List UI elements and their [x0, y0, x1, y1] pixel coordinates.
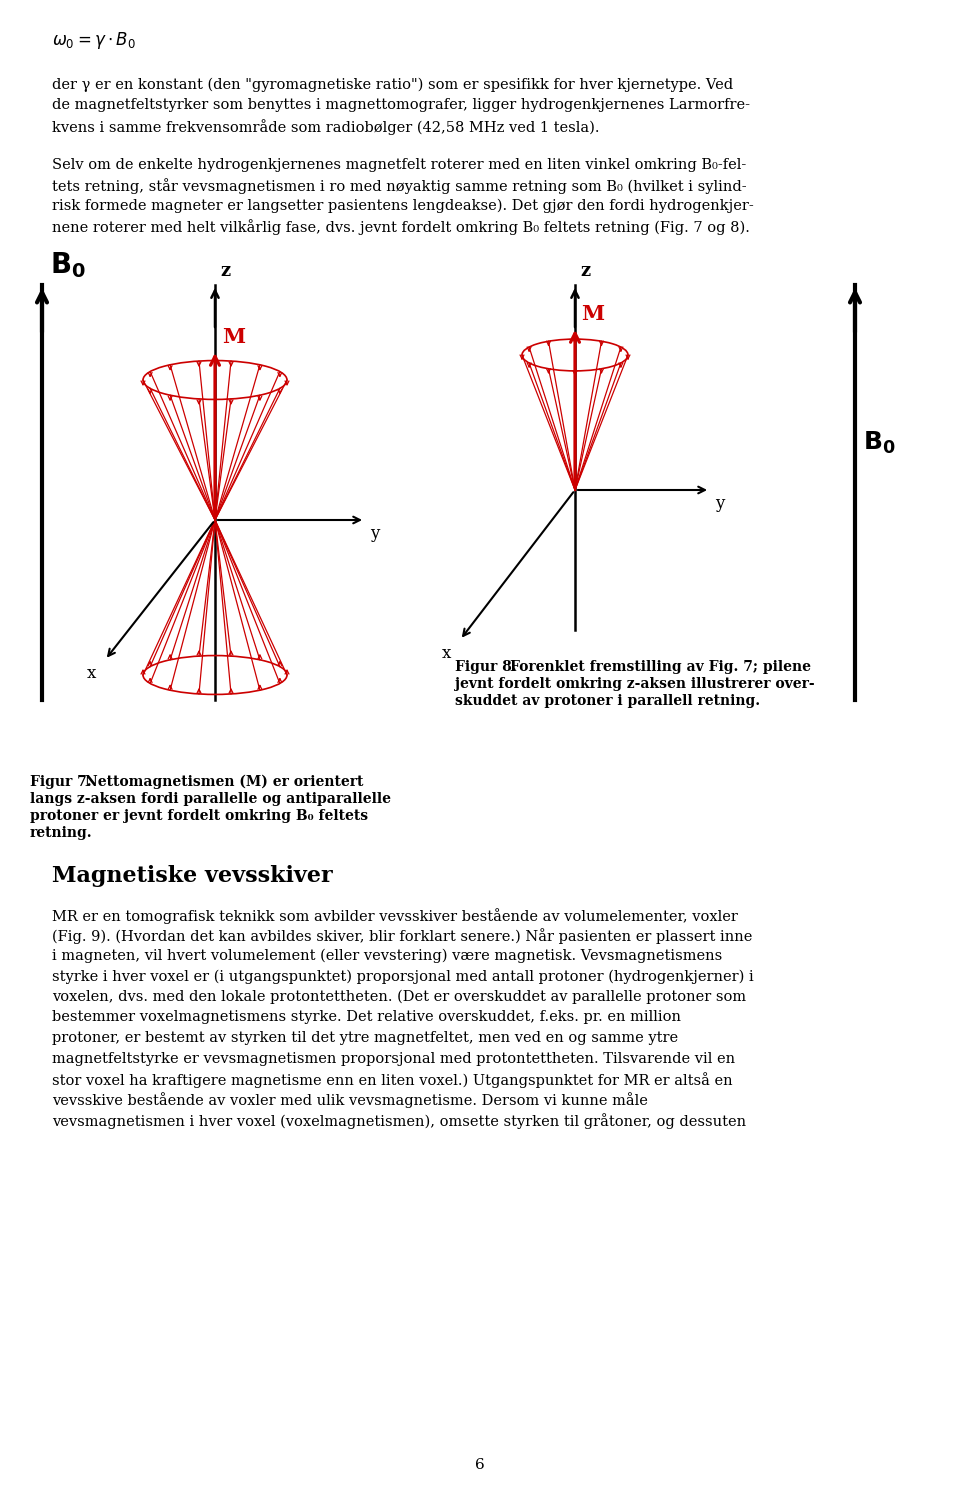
Text: i magneten, vil hvert volumelement (eller vevstering) være magnetisk. Vevsmagnet: i magneten, vil hvert volumelement (elle… — [52, 950, 722, 963]
Text: x: x — [87, 666, 96, 682]
Text: $\omega_0 = \gamma \cdot B_0$: $\omega_0 = \gamma \cdot B_0$ — [52, 30, 136, 51]
Text: kvens i samme frekvensområde som radiobølger (42,58 MHz ved 1 tesla).: kvens i samme frekvensområde som radiobø… — [52, 119, 599, 135]
Text: nene roterer med helt vilkårlig fase, dvs. jevnt fordelt omkring B₀ feltets retn: nene roterer med helt vilkårlig fase, dv… — [52, 220, 750, 235]
Text: z: z — [580, 262, 590, 279]
Text: MR er en tomografisk teknikk som avbilder vevsskiver bestående av volumelementer: MR er en tomografisk teknikk som avbilde… — [52, 908, 738, 924]
Text: der γ er en konstant (den "gyromagnetiske ratio") som er spesifikk for hver kjer: der γ er en konstant (den "gyromagnetisk… — [52, 77, 733, 92]
Text: Figur 8.: Figur 8. — [455, 660, 516, 675]
Text: styrke i hver voxel er (i utgangspunktet) proporsjonal med antall protoner (hydr: styrke i hver voxel er (i utgangspunktet… — [52, 969, 754, 984]
Text: magnetfeltstyrke er vevsmagnetismen proporsjonal med protontettheten. Tilsvarend: magnetfeltstyrke er vevsmagnetismen prop… — [52, 1052, 735, 1065]
Text: retning.: retning. — [30, 826, 92, 840]
Text: protoner, er bestemt av styrken til det ytre magnetfeltet, men ved en og samme y: protoner, er bestemt av styrken til det … — [52, 1031, 678, 1045]
Text: M: M — [581, 305, 604, 324]
Text: skuddet av protoner i parallell retning.: skuddet av protoner i parallell retning. — [455, 694, 760, 707]
Text: M: M — [222, 327, 245, 348]
Text: Magnetiske vevsskiver: Magnetiske vevsskiver — [52, 865, 332, 887]
Text: x: x — [442, 645, 451, 661]
Text: voxelen, dvs. med den lokale protontettheten. (Det er overskuddet av parallelle : voxelen, dvs. med den lokale protontetth… — [52, 990, 746, 1005]
Text: stor voxel ha kraftigere magnetisme enn en liten voxel.) Utgangspunktet for MR e: stor voxel ha kraftigere magnetisme enn … — [52, 1071, 732, 1088]
Text: Nettomagnetismen (M) er orientert: Nettomagnetismen (M) er orientert — [85, 776, 364, 789]
Text: y: y — [715, 495, 725, 513]
Text: bestemmer voxelmagnetismens styrke. Det relative overskuddet, f.eks. pr. en mill: bestemmer voxelmagnetismens styrke. Det … — [52, 1010, 681, 1024]
Text: tets retning, står vevsmagnetismen i ro med nøyaktig samme retning som B₀ (hvilk: tets retning, står vevsmagnetismen i ro … — [52, 178, 747, 195]
Text: Forenklet fremstilling av Fig. 7; pilene: Forenklet fremstilling av Fig. 7; pilene — [510, 660, 811, 675]
Text: 6: 6 — [475, 1458, 485, 1473]
Text: vevsmagnetismen i hver voxel (voxelmagnetismen), omsette styrken til gråtoner, o: vevsmagnetismen i hver voxel (voxelmagne… — [52, 1113, 746, 1129]
Text: Figur 7.: Figur 7. — [30, 776, 91, 789]
Text: $\mathbf{B_0}$: $\mathbf{B_0}$ — [863, 429, 896, 456]
Text: z: z — [220, 262, 230, 279]
Text: protoner er jevnt fordelt omkring B₀ feltets: protoner er jevnt fordelt omkring B₀ fel… — [30, 808, 368, 823]
Text: y: y — [370, 525, 379, 542]
Text: Selv om de enkelte hydrogenkjernenes magnetfelt roterer med en liten vinkel omkr: Selv om de enkelte hydrogenkjernenes mag… — [52, 158, 746, 172]
Text: risk formede magneter er langsetter pasientens lengdeakse). Det gjør den fordi h: risk formede magneter er langsetter pasi… — [52, 199, 754, 214]
Text: $\mathbf{B_0}$: $\mathbf{B_0}$ — [50, 250, 86, 279]
Text: (Fig. 9). (Hvordan det kan avbildes skiver, blir forklart senere.) Når pasienten: (Fig. 9). (Hvordan det kan avbildes skiv… — [52, 929, 753, 945]
Text: de magnetfeltstyrker som benyttes i magnettomografer, ligger hydrogenkjernenes L: de magnetfeltstyrker som benyttes i magn… — [52, 98, 750, 113]
Text: jevnt fordelt omkring z-aksen illustrerer over-: jevnt fordelt omkring z-aksen illustrere… — [455, 678, 815, 691]
Text: langs z-aksen fordi parallelle og antiparallelle: langs z-aksen fordi parallelle og antipa… — [30, 792, 391, 805]
Text: vevsskive bestående av voxler med ulik vevsmagnetisme. Dersom vi kunne måle: vevsskive bestående av voxler med ulik v… — [52, 1092, 648, 1109]
